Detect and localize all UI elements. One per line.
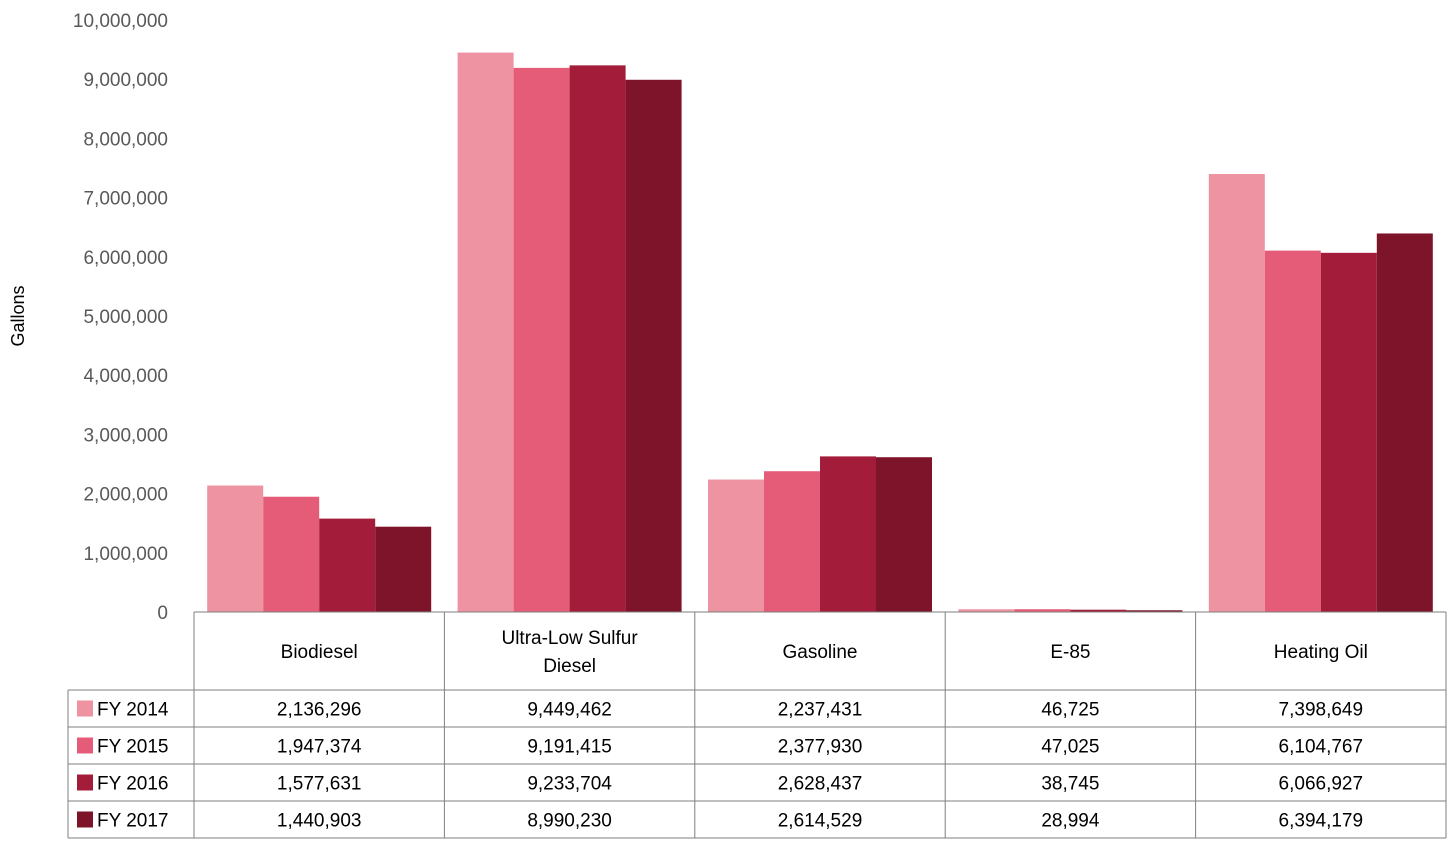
legend-label: FY 2017 <box>97 811 168 832</box>
category-label: Biodiesel <box>281 642 358 663</box>
bar <box>263 496 320 612</box>
legend-swatch <box>77 700 93 717</box>
y-tick-label: 5,000,000 <box>83 307 168 328</box>
bars <box>207 52 1433 613</box>
bar <box>1014 609 1071 612</box>
y-tick-label: 4,000,000 <box>83 366 168 387</box>
table-cell-value: 46,725 <box>1041 700 1099 721</box>
table-cell-value: 8,990,230 <box>527 811 612 832</box>
table-cell-value: 38,745 <box>1041 774 1099 795</box>
table-cell-value: 2,614,529 <box>778 811 863 832</box>
table-cell-value: 9,233,704 <box>527 774 612 795</box>
legend-label: FY 2015 <box>97 737 168 758</box>
category-label: Ultra-Low Sulfur <box>501 628 638 649</box>
table-cell-value: 28,994 <box>1041 811 1100 832</box>
legend-swatch <box>77 737 93 754</box>
table-cell-value: 6,066,927 <box>1279 774 1364 795</box>
legend-swatch <box>77 774 93 791</box>
table-cell-value: 7,398,649 <box>1279 700 1364 721</box>
bar <box>319 518 376 612</box>
table-cell-value: 1,577,631 <box>277 774 362 795</box>
bar <box>569 65 626 612</box>
data-table: Biodiesel Ultra-Low Sulfur Diesel Gasoline E… <box>67 611 1447 839</box>
y-tick-label: 6,000,000 <box>83 248 168 269</box>
bar <box>1264 250 1321 613</box>
bar <box>1320 252 1377 612</box>
table-cell-value: 47,025 <box>1041 737 1099 758</box>
category-label: E-85 <box>1050 642 1090 663</box>
table-cell-value: 1,947,374 <box>277 737 362 758</box>
legend-label: FY 2016 <box>97 774 168 795</box>
table-cell-value: 6,104,767 <box>1279 737 1364 758</box>
table-cell-value: 9,449,462 <box>527 700 612 721</box>
category-label: Gasoline <box>783 642 858 663</box>
bar <box>820 456 876 612</box>
legend-label: FY 2014 <box>97 700 169 721</box>
y-tick-label: 1,000,000 <box>83 544 168 565</box>
bar <box>1126 610 1183 612</box>
table-cell-value: 6,394,179 <box>1279 811 1364 832</box>
table-cell-value: 2,237,431 <box>778 700 863 721</box>
bar <box>1070 609 1127 612</box>
bar <box>1208 173 1265 612</box>
y-axis: 0 1,000,000 2,000,000 3,000,000 4,000,000 5,0… <box>73 11 168 624</box>
category-label: Heating Oil <box>1274 642 1368 663</box>
y-tick-label: 0 <box>157 603 168 624</box>
category-label: Diesel <box>543 656 596 677</box>
bar <box>457 52 514 612</box>
bar <box>764 471 820 612</box>
bar <box>1376 233 1433 612</box>
y-tick-label: 9,000,000 <box>83 70 168 91</box>
y-tick-label: 7,000,000 <box>83 189 168 210</box>
y-tick-label: 2,000,000 <box>83 485 168 506</box>
y-tick-label: 10,000,000 <box>73 11 168 32</box>
table-cell-value: 2,136,296 <box>277 700 362 721</box>
bar <box>207 485 264 612</box>
bar <box>708 479 764 612</box>
legend-swatch <box>77 811 93 828</box>
bar <box>625 79 682 612</box>
y-tick-label: 8,000,000 <box>83 129 168 150</box>
table-cell-value: 2,628,437 <box>778 774 863 795</box>
y-tick-label: 3,000,000 <box>83 425 168 446</box>
table-cell-value: 9,191,415 <box>527 737 612 758</box>
bar <box>876 457 932 612</box>
bar <box>375 526 432 612</box>
table-cell-value: 1,440,903 <box>277 811 362 832</box>
table-cell-value: 2,377,930 <box>778 737 863 758</box>
bar <box>958 609 1015 612</box>
bar <box>513 67 570 613</box>
y-axis-title: Gallons <box>8 285 28 346</box>
